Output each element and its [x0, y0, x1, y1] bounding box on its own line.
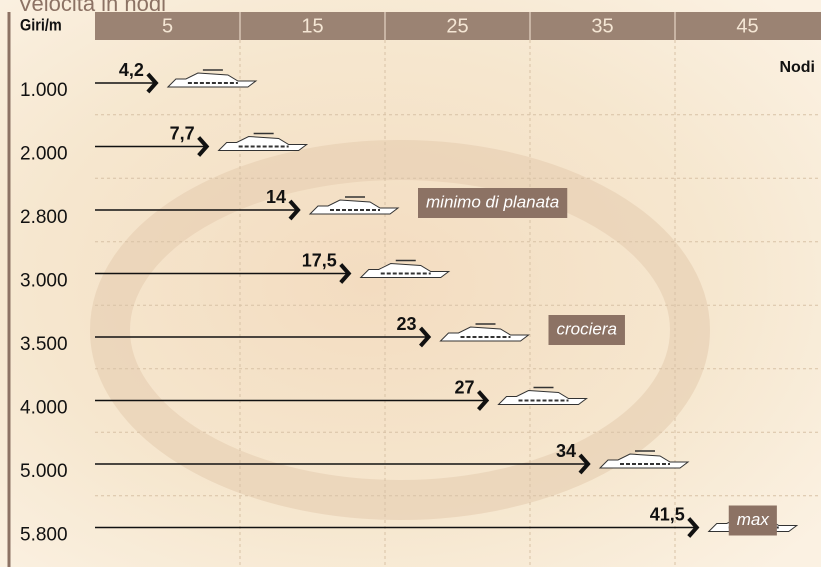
x-tick-label: 45 [736, 15, 758, 37]
y-tick-label: 4.000 [20, 398, 68, 419]
y-tick-label: 2.800 [20, 207, 68, 228]
value-label: 4,2 [119, 60, 144, 80]
x-tick-label: 5 [162, 15, 173, 37]
y-axis-label: Giri/m [20, 16, 62, 34]
x-tick-label: 25 [446, 15, 468, 37]
value-label: 7,7 [170, 123, 195, 143]
annotation: max [737, 510, 770, 529]
y-tick-label: 5.000 [20, 461, 68, 482]
value-label: 41,5 [650, 504, 685, 524]
value-label: 14 [266, 187, 286, 207]
chart: Velocità in nodi Giri/m Nodi 5 15 25 35 45 1.… [0, 0, 821, 567]
value-label: 34 [556, 441, 576, 461]
y-tick-label: 2.000 [20, 144, 68, 165]
y-tick-label: 5.800 [20, 525, 68, 546]
annotation: minimo di planata [426, 192, 559, 211]
x-tick-label: 15 [301, 15, 323, 37]
x-tick-label: 35 [591, 15, 613, 37]
y-tick-label: 1.000 [20, 80, 68, 101]
value-label: 17,5 [302, 250, 337, 270]
annotation: crociera [557, 319, 617, 338]
value-label: 23 [396, 314, 416, 334]
x-axis-label: Nodi [779, 59, 815, 76]
chart-title: Velocità in nodi [18, 0, 166, 16]
y-tick-label: 3.500 [20, 334, 68, 355]
y-tick-label: 3.000 [20, 271, 68, 292]
value-label: 27 [454, 377, 474, 397]
